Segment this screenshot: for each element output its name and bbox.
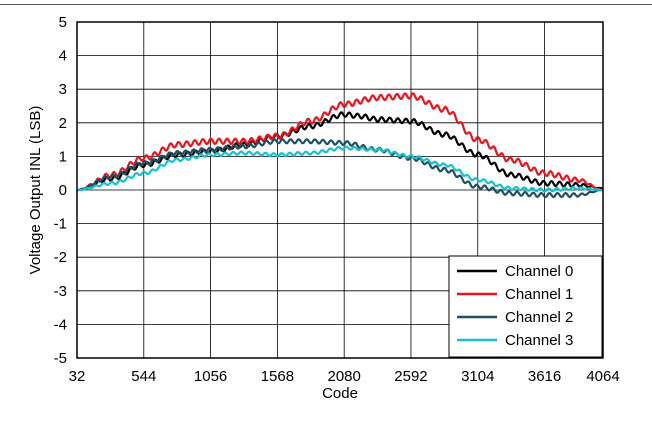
y-tick-labels: -5 -4 -3 -2 -1 0 1 2 3 4 5 [54, 14, 67, 367]
series-line-channel-3 [76, 145, 604, 193]
y-tick-label: -3 [54, 283, 67, 300]
x-tick-label: 32 [69, 368, 86, 385]
legend-label-channel-1: Channel 1 [505, 286, 573, 303]
x-axis-label: Code [322, 385, 358, 402]
series-line-channel-0 [76, 111, 604, 192]
y-tick-label: -1 [54, 216, 67, 233]
plot-frame [76, 21, 604, 359]
y-tick-label: 5 [59, 14, 67, 31]
y-tick-label: -5 [54, 350, 67, 367]
y-tick-label: 4 [59, 48, 67, 65]
x-tick-labels: 32 544 1056 1568 2080 2592 3104 3616 4064 [69, 368, 620, 385]
y-tick-label: 3 [59, 81, 67, 98]
y-tick-label: -2 [54, 249, 67, 266]
x-tick-label: 1568 [261, 368, 294, 385]
series-line-channel-2 [76, 138, 604, 199]
x-tick-label: 4064 [586, 368, 619, 385]
y-axis-label: Voltage Output INL (LSB) [27, 106, 44, 275]
legend-label-channel-0: Channel 0 [505, 263, 573, 280]
y-tick-label: 0 [59, 182, 67, 199]
x-tick-label: 1056 [194, 368, 227, 385]
legend-label-channel-2: Channel 2 [505, 309, 573, 326]
top-rule [0, 4, 652, 5]
legend-label-channel-3: Channel 3 [505, 332, 573, 349]
y-tick-label: 2 [59, 115, 67, 132]
x-tick-label: 2080 [327, 368, 360, 385]
x-tick-label: 3104 [461, 368, 494, 385]
series-layer [76, 92, 604, 199]
x-tick-label: 544 [131, 368, 156, 385]
x-tick-label: 2592 [394, 368, 427, 385]
legend-items: Channel 0 Channel 1 Channel 2 Channel 3 [457, 263, 573, 349]
series-line-channel-1 [76, 92, 604, 192]
legend: Channel 0 Channel 1 Channel 2 Channel 3 [448, 255, 603, 358]
y-tick-label: -4 [54, 316, 67, 333]
y-tick-label: 1 [59, 148, 67, 165]
x-tick-label: 3616 [528, 368, 561, 385]
